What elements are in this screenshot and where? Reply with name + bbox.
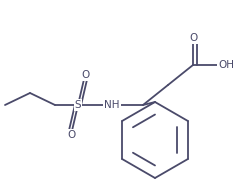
Text: O: O bbox=[81, 70, 89, 80]
Text: O: O bbox=[189, 33, 197, 43]
Text: OH: OH bbox=[218, 60, 234, 70]
Text: NH: NH bbox=[104, 100, 120, 110]
Text: S: S bbox=[75, 100, 81, 110]
Text: O: O bbox=[67, 130, 75, 140]
